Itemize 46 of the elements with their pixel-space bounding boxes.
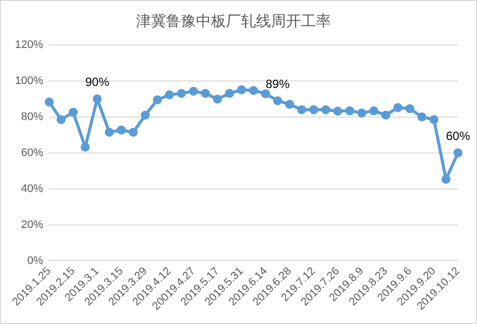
point [212,94,222,104]
point [333,106,342,116]
y-tick-label: 100% [14,74,44,87]
point [164,90,174,100]
point [188,86,198,96]
point [429,115,438,124]
point [44,97,54,106]
point [176,88,186,98]
y-tick-label: 120% [14,39,44,52]
point [417,112,426,122]
point [68,108,78,117]
point [297,105,306,114]
point [116,126,126,135]
point [369,106,378,116]
point [309,105,318,114]
point [200,88,210,98]
point [285,100,294,109]
y-tick-label: 20% [21,218,44,231]
point [393,103,402,112]
point [273,96,282,106]
data-label: 89% [266,77,290,92]
chart-title: 津冀鲁豫中板厂轧线周开工率 [136,12,331,30]
y-tick-label: 80% [21,110,44,123]
data-label: 90% [85,75,110,90]
point [345,106,354,116]
point [237,85,246,94]
point [454,148,462,158]
point [261,89,270,98]
point [80,142,90,152]
data-label: 60% [446,129,470,144]
point [104,128,114,137]
point [381,110,390,120]
point [321,105,330,114]
point [225,88,234,98]
point [56,115,66,124]
y-tick-label: 0% [27,254,44,267]
point [357,108,366,118]
point [128,128,138,137]
point [152,95,162,104]
point [441,174,450,184]
y-tick-label: 40% [21,182,44,195]
point [92,94,102,104]
point [249,86,258,95]
point [405,104,414,114]
point [140,110,150,120]
y-tick-label: 60% [21,146,44,159]
